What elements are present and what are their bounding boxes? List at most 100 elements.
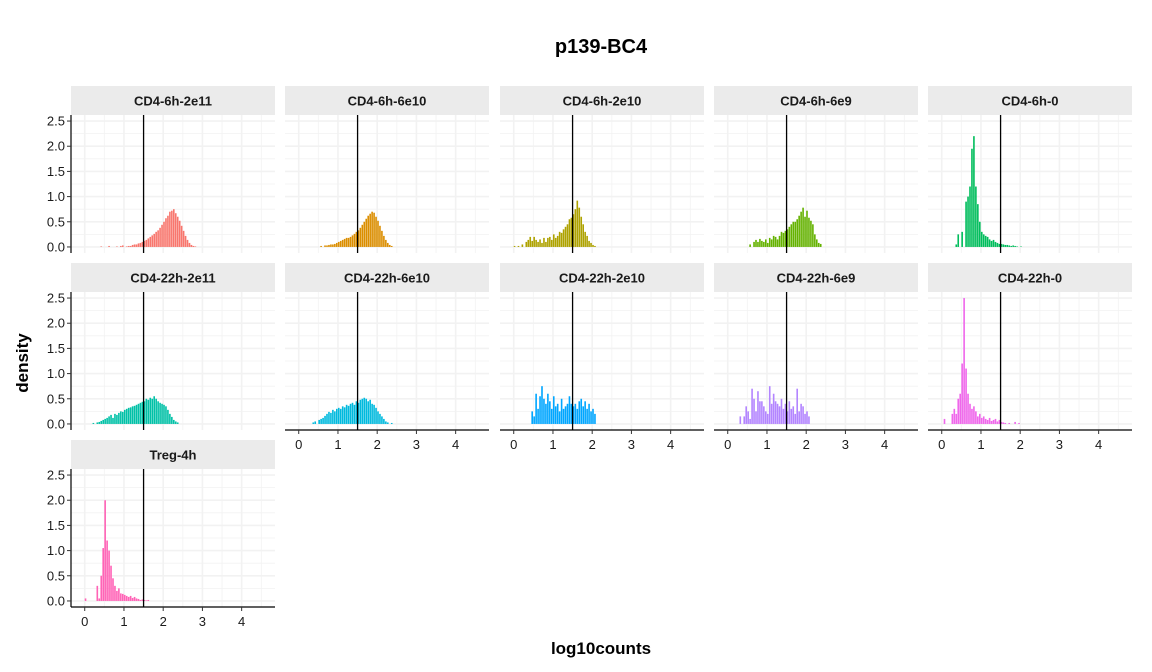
histogram-bar	[1014, 421, 1016, 424]
histogram-bar	[324, 415, 326, 424]
histogram-bar	[328, 244, 330, 247]
histogram-bar	[100, 575, 103, 601]
histogram-bar	[749, 244, 751, 247]
histogram-bar	[129, 595, 132, 601]
histogram-bar	[112, 578, 114, 601]
histogram-bar	[980, 231, 983, 247]
histogram-bar	[1010, 245, 1012, 247]
facet-strip	[71, 263, 275, 292]
histogram-bar	[552, 396, 555, 424]
histogram-bar	[975, 411, 977, 424]
histogram-bar	[365, 398, 368, 424]
histogram-bar	[149, 236, 152, 247]
histogram-bar	[794, 413, 797, 424]
histogram-bar	[353, 233, 356, 247]
histogram-bar	[161, 224, 163, 247]
y-tick-label: 0.0	[47, 239, 65, 254]
histogram-bar	[1008, 422, 1011, 424]
facet-strip-label: CD4-6h-0	[1001, 94, 1058, 109]
histogram-bar	[580, 398, 583, 424]
facet-strip-label: CD4-6h-2e11	[134, 94, 212, 109]
histogram-bar	[184, 235, 187, 247]
histogram-bar	[790, 408, 793, 424]
histogram-bar	[576, 200, 579, 247]
histogram-bar	[127, 245, 130, 247]
histogram-bar	[110, 414, 112, 424]
histogram-bar	[592, 244, 594, 247]
histogram-bar	[379, 225, 381, 247]
histogram-bar	[1016, 246, 1018, 247]
histogram-bar	[778, 406, 781, 424]
histogram-bar	[171, 210, 173, 247]
histogram-bar	[551, 239, 553, 247]
facet-strip-label: CD4-22h-6e9	[777, 271, 856, 286]
histogram-bar	[377, 220, 379, 247]
histogram-bar	[588, 240, 590, 247]
histogram-bar	[1008, 245, 1011, 247]
histogram-bar	[1002, 422, 1005, 424]
histogram-bar	[986, 419, 989, 424]
histogram-bar	[143, 599, 146, 601]
histogram-bar	[959, 393, 961, 424]
histogram-bar	[533, 236, 535, 247]
histogram-bar	[961, 231, 963, 247]
x-tick-label: 4	[452, 437, 459, 452]
histogram-bar	[145, 398, 148, 424]
histogram-bar	[120, 245, 122, 247]
histogram-bar	[120, 411, 122, 424]
histogram-bar	[763, 406, 765, 424]
histogram-bar	[517, 245, 520, 247]
histogram-bar	[371, 211, 373, 247]
histogram-bar	[129, 245, 132, 247]
histogram-bar	[355, 231, 358, 247]
histogram-bar	[363, 397, 366, 424]
facet-strip-label: CD4-6h-6e9	[780, 94, 852, 109]
facet-panel-CD4-6h-0: CD4-6h-0	[928, 86, 1132, 253]
histogram-bar	[778, 235, 781, 247]
histogram-bar	[774, 236, 777, 247]
histogram-bar	[178, 220, 181, 247]
histogram-bar	[755, 411, 757, 424]
histogram-bar	[116, 590, 118, 601]
histogram-bar	[782, 232, 785, 247]
histogram-bar	[1000, 421, 1003, 424]
x-tick-label: 3	[413, 437, 420, 452]
histogram-bar	[568, 219, 571, 247]
histogram-bar	[772, 235, 775, 247]
histogram-bar	[957, 398, 960, 424]
histogram-bar	[96, 422, 99, 424]
histogram-bar	[990, 240, 993, 247]
histogram-bar	[337, 241, 340, 247]
histogram-bar	[590, 242, 592, 247]
histogram-bar	[139, 599, 142, 601]
histogram-bar	[165, 406, 167, 424]
histogram-bar	[973, 406, 975, 424]
x-tick-label: 2	[1017, 437, 1024, 452]
histogram-bar	[339, 240, 342, 247]
histogram-bar	[367, 401, 369, 424]
histogram-bar	[371, 403, 373, 424]
histogram-bar	[592, 408, 594, 424]
histogram-bar	[554, 237, 557, 247]
histogram-bar	[588, 403, 590, 424]
x-tick-label: 2	[160, 614, 167, 629]
x-tick-label: 4	[881, 437, 888, 452]
histogram-bar	[125, 595, 128, 601]
histogram-bar	[182, 230, 185, 247]
histogram-bar	[794, 221, 797, 247]
histogram-bar	[979, 221, 981, 247]
histogram-bar	[143, 401, 146, 424]
histogram-bar	[116, 246, 118, 247]
histogram-bar	[351, 402, 354, 424]
facet-strip	[285, 86, 489, 115]
facet-panel-CD4-6h-6e9: CD4-6h-6e9	[714, 86, 918, 253]
x-axis-title: log10counts	[551, 639, 651, 658]
histogram-bar	[112, 417, 114, 424]
histogram-bar	[755, 239, 757, 247]
histogram-bar	[979, 413, 981, 424]
x-tick-label: 1	[977, 437, 984, 452]
histogram-bar	[381, 230, 383, 247]
histogram-bar	[108, 550, 110, 601]
histogram-bar	[753, 398, 755, 424]
histogram-bar	[812, 224, 814, 247]
